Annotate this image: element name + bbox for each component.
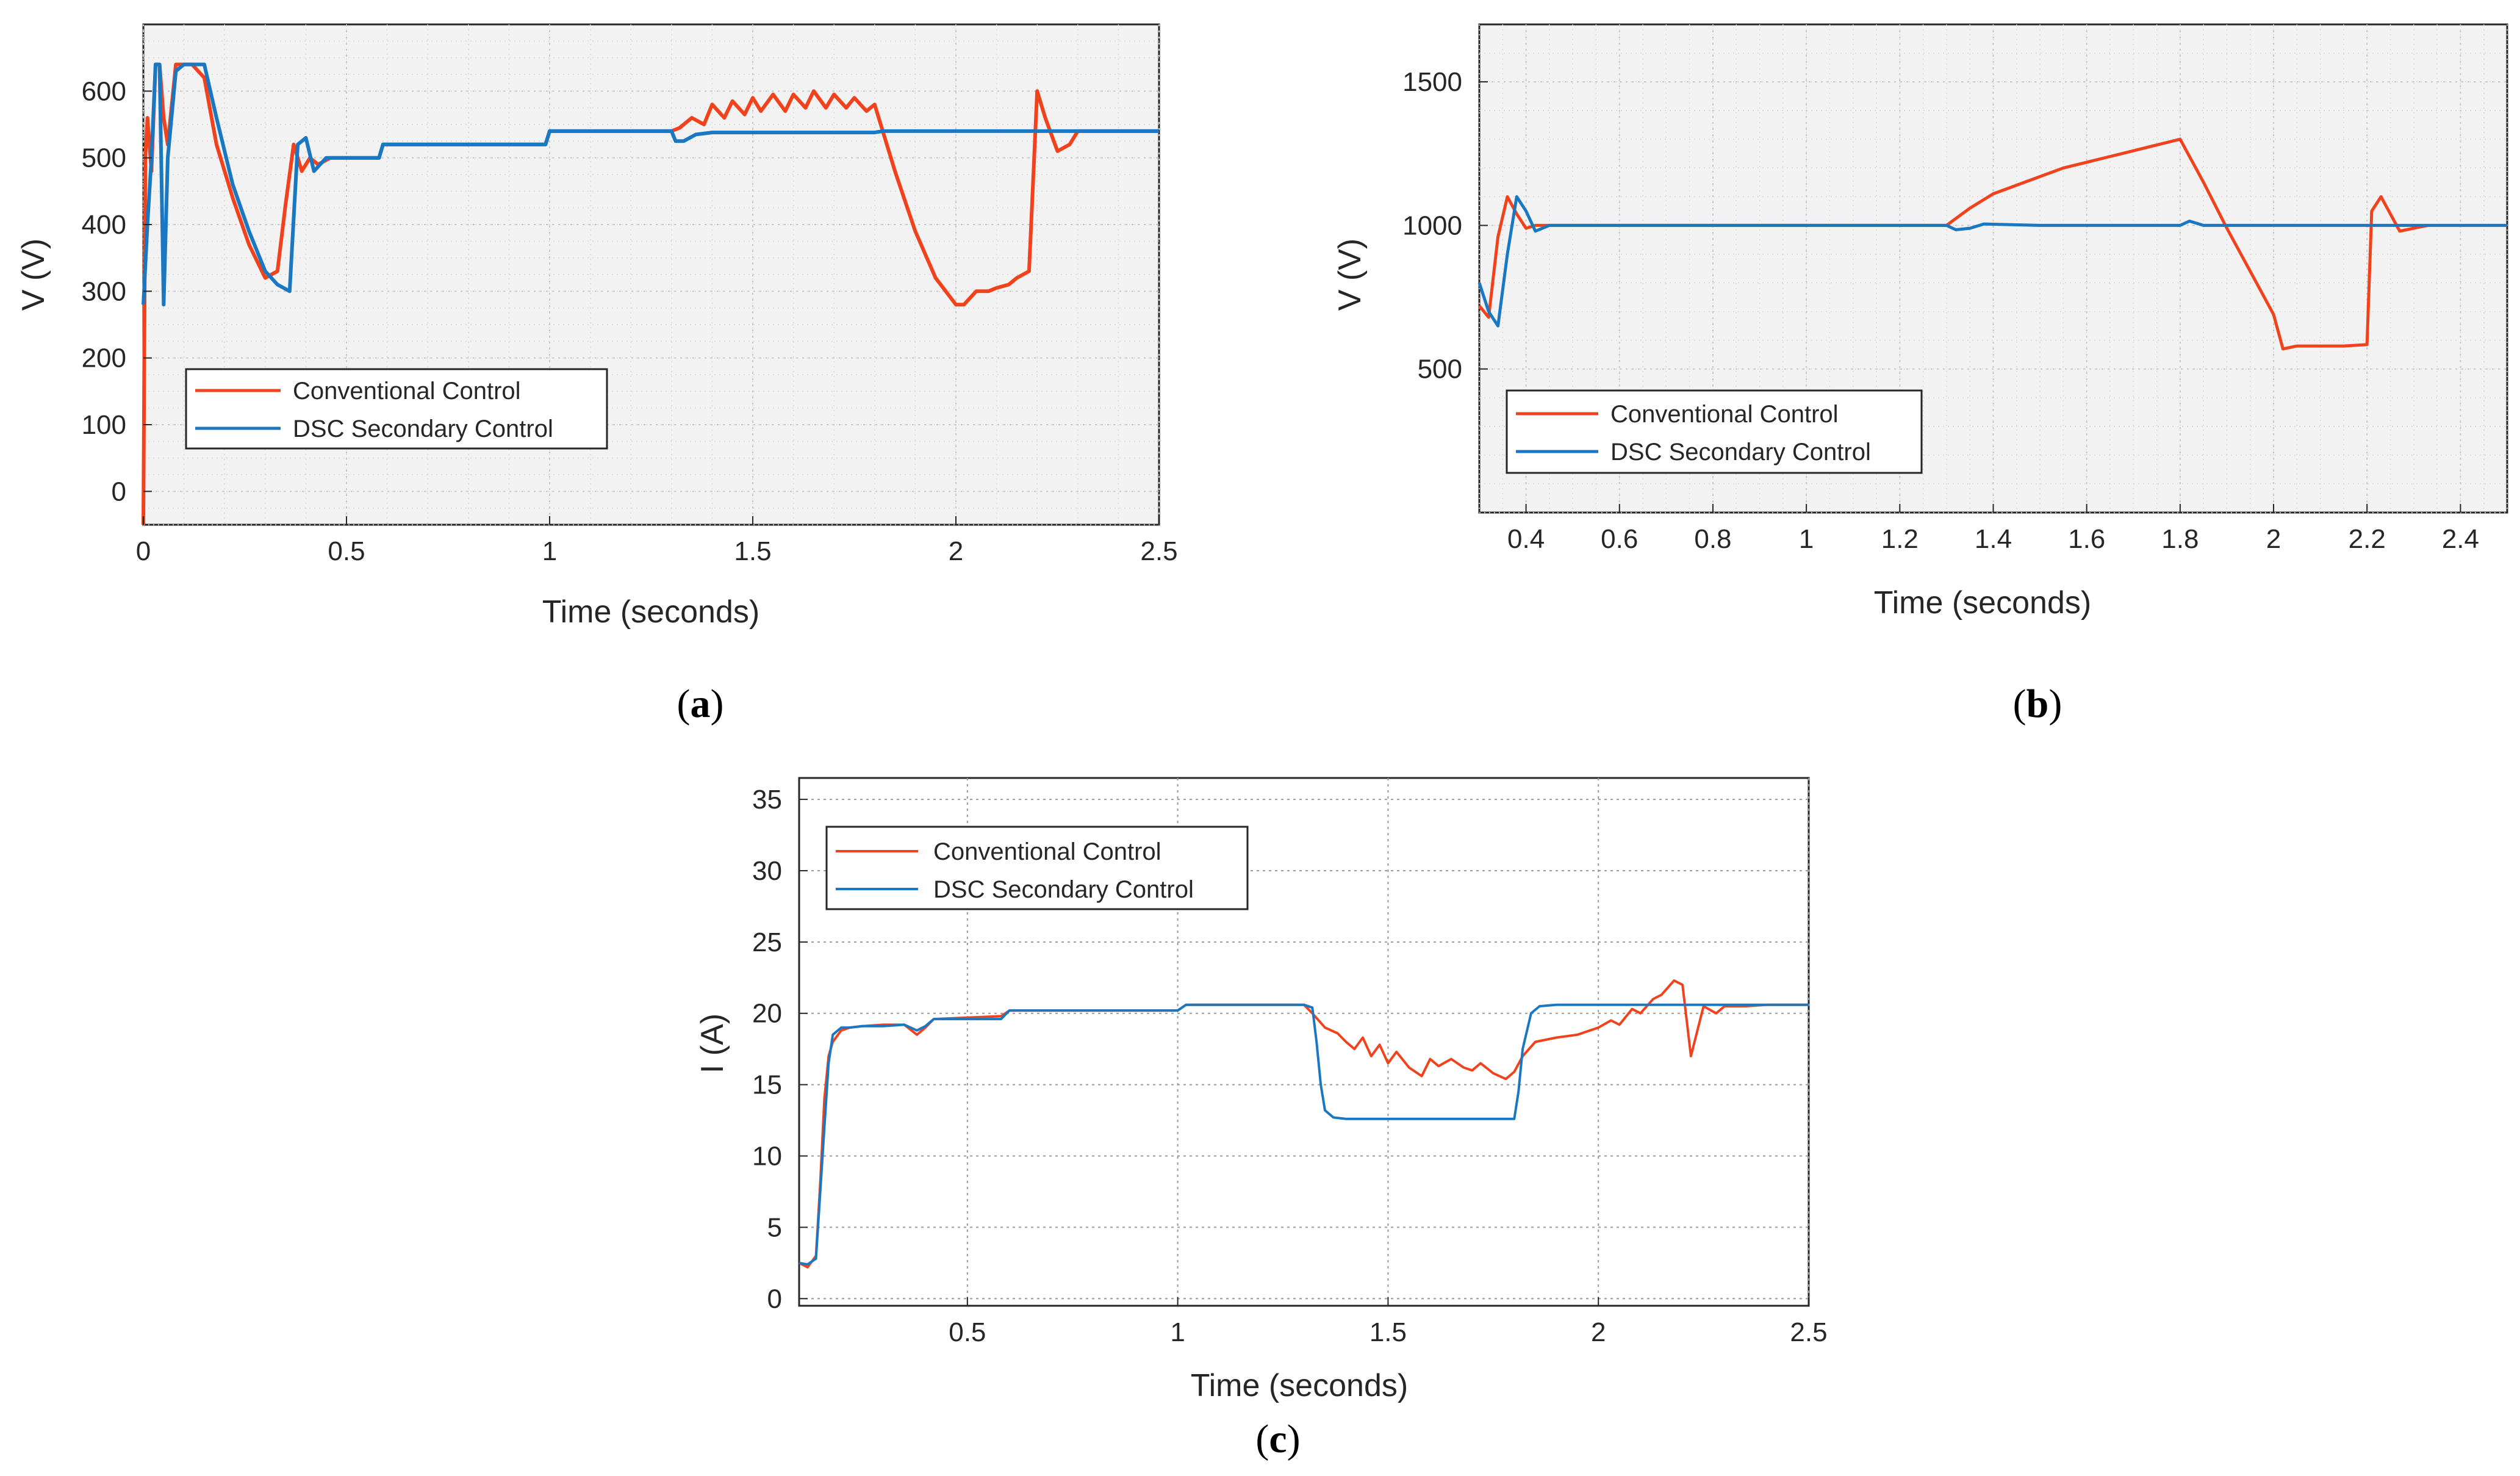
panel-b-series-dsc	[1477, 195, 2507, 328]
panel-a-xtick-label: 2.5	[1140, 536, 1177, 566]
panel-a-ytick-label: 400	[82, 210, 126, 240]
panel-b-xtick-label: 1.6	[2068, 524, 2105, 554]
panel-a-legend-label-conventional: Conventional Control	[293, 378, 521, 405]
panel-b-legend: Conventional Control DSC Secondary Contr…	[1506, 389, 1923, 474]
panel-c-ytick-label: 10	[752, 1142, 782, 1172]
panel-a-xtick-label: 2	[949, 536, 963, 566]
panel-b-xtick-label: 2.2	[2349, 524, 2386, 554]
panel-b-xtick-label: 1	[1799, 524, 1814, 554]
panel-c-xtick-label: 1.5	[1369, 1317, 1407, 1347]
panel-c-ytick-label: 5	[767, 1212, 782, 1242]
panel-c-grid	[799, 778, 1809, 1306]
panel-c-series-group	[799, 979, 1809, 1269]
panel-a-ytick-label: 0	[112, 477, 126, 506]
panel-c-ytick-label: 20	[752, 999, 782, 1029]
panel-c-caption-letter: c	[1269, 1417, 1287, 1461]
panel-b-legend-label-conventional: Conventional Control	[1610, 401, 1839, 428]
panel-a-ticks: 0 0.5 1 1.5 2 2.5 0 100 200 300 400 500 600	[82, 76, 1178, 566]
panel-a-series-conventional	[142, 62, 1159, 525]
panel-a-ylabel: V (V)	[16, 239, 51, 311]
panel-c-legend-box	[825, 826, 1249, 910]
panel-c: 0.5 1 1.5 2 2.5 0 5 10 15 20 25 30 35 Time (seconds)…	[695, 777, 1828, 1461]
panel-a: 0 0.5 1 1.5 2 2.5 0 100 200 300 400 500 600 Time (se…	[16, 23, 1178, 726]
panel-b-ytick-label: 1500	[1402, 67, 1462, 97]
panel-a-ytick-label: 100	[82, 410, 126, 440]
panel-c-legend: Conventional Control DSC Secondary Contr…	[825, 826, 1249, 910]
panel-a-legend-box	[185, 368, 608, 450]
panel-a-legend-label-dsc: DSC Secondary Control	[293, 416, 553, 442]
panel-a-ytick-label: 300	[82, 276, 126, 306]
panel-b-xtick-label: 2.4	[2442, 524, 2479, 554]
panel-b-xtick-label: 1.2	[1881, 524, 1919, 554]
panel-b-ticks: 0.4 0.6 0.8 1 1.2 1.4 1.6 1.8 2 2.2 2.4 500 1000 1500	[1402, 67, 2479, 554]
panel-c-legend-label-dsc: DSC Secondary Control	[933, 876, 1194, 903]
panel-a-caption: (a)	[677, 682, 724, 726]
panel-b: 0.4 0.6 0.8 1 1.2 1.4 1.6 1.8 2 2.2 2.4 500 1000 1500…	[1332, 23, 2508, 726]
panel-c-ytick-label: 35	[752, 785, 782, 815]
panel-b-ylabel: V (V)	[1332, 239, 1368, 311]
panel-b-xtick-label: 0.6	[1601, 524, 1638, 554]
panel-b-legend-label-dsc: DSC Secondary Control	[1610, 439, 1871, 466]
panel-b-caption-letter: b	[2026, 682, 2049, 726]
panel-a-xtick-label: 0.5	[328, 536, 365, 566]
panel-c-ticks: 0.5 1 1.5 2 2.5 0 5 10 15 20 25 30 35	[752, 785, 1828, 1347]
panel-a-series-group	[142, 62, 1159, 525]
panel-b-legend-box	[1506, 389, 1923, 474]
panel-c-ytick-label: 15	[752, 1070, 782, 1100]
panel-c-ytick-label: 0	[767, 1284, 782, 1314]
panel-b-xtick-label: 0.8	[1694, 524, 1731, 554]
panel-c-xtick-label: 2.5	[1790, 1317, 1827, 1347]
panel-c-ytick-label: 25	[752, 927, 782, 957]
panel-c-ylabel: I (A)	[695, 1013, 730, 1073]
panel-a-xlabel: Time (seconds)	[542, 594, 759, 630]
panel-a-series-dsc	[142, 62, 1159, 307]
panel-a-legend: Conventional Control DSC Secondary Contr…	[185, 368, 608, 450]
panel-a-caption-letter: a	[691, 682, 711, 726]
panel-b-series-group	[1477, 137, 2507, 351]
panel-b-caption: (b)	[2013, 682, 2062, 726]
panel-b-xtick-label: 1.4	[1975, 524, 2012, 554]
panel-c-xlabel: Time (seconds)	[1191, 1368, 1408, 1403]
panel-c-legend-label-conventional: Conventional Control	[933, 838, 1161, 865]
panel-c-series-dsc	[799, 1003, 1809, 1266]
panel-c-caption: (c)	[1255, 1417, 1300, 1461]
panel-b-xlabel: Time (seconds)	[1874, 585, 2091, 621]
panel-c-xtick-label: 0.5	[949, 1317, 986, 1347]
panel-a-ytick-label: 600	[82, 76, 126, 106]
panel-a-xtick-label: 1	[542, 536, 557, 566]
panel-a-ytick-label: 500	[82, 143, 126, 173]
panel-a-grid	[143, 24, 1160, 525]
panel-b-xtick-label: 2	[2266, 524, 2281, 554]
panel-c-xtick-label: 2	[1591, 1317, 1606, 1347]
panel-c-ytick-label: 30	[752, 856, 782, 886]
panel-a-xtick-label: 1.5	[734, 536, 771, 566]
panel-a-ytick-label: 200	[82, 344, 126, 373]
panel-b-xtick-label: 1.8	[2161, 524, 2199, 554]
panel-b-ytick-label: 1000	[1402, 211, 1462, 240]
panel-c-xtick-label: 1	[1170, 1317, 1185, 1347]
panel-b-xtick-label: 0.4	[1507, 524, 1545, 554]
panel-b-ytick-label: 500	[1418, 355, 1462, 384]
panel-a-xtick-label: 0	[136, 536, 151, 566]
